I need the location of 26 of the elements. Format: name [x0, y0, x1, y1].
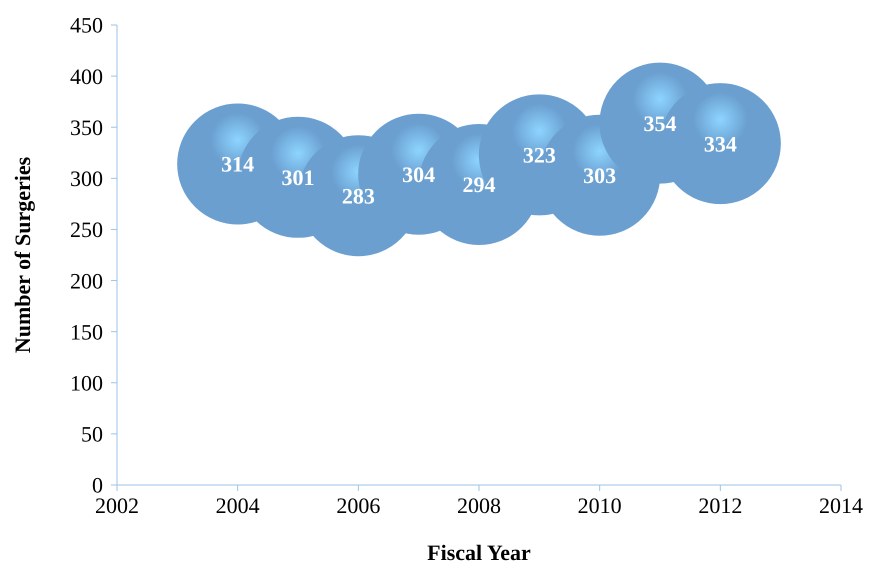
data-label: 283 [342, 183, 375, 208]
y-tick-label: 50 [81, 422, 103, 447]
x-tick-label: 2004 [216, 493, 260, 518]
y-tick-label: 200 [70, 268, 103, 294]
data-label: 301 [282, 165, 314, 190]
data-label: 354 [644, 110, 676, 136]
data-label: 304 [402, 162, 436, 187]
y-tick-label: 350 [70, 114, 103, 140]
y-tick-label: 100 [70, 370, 103, 396]
x-tick-label: 2010 [578, 493, 622, 518]
y-axis-title: Number of Surgeries [10, 156, 35, 354]
y-tick-label: 450 [70, 12, 103, 38]
y-tick-label: 400 [70, 64, 103, 89]
data-label: 314 [221, 152, 254, 177]
x-tick-label: 2008 [457, 493, 501, 518]
data-label: 294 [462, 172, 496, 198]
x-tick-label: 2006 [336, 493, 380, 518]
data-label: 323 [522, 142, 556, 168]
data-label: 303 [583, 162, 616, 188]
y-tick-label: 250 [70, 217, 103, 242]
x-tick-label: 2014 [819, 493, 863, 518]
x-axis-title: Fiscal Year [427, 540, 532, 565]
data-label: 334 [704, 131, 737, 156]
y-tick-label: 300 [70, 166, 103, 192]
y-tick-label: 150 [70, 319, 103, 344]
x-tick-label: 2012 [698, 493, 742, 518]
